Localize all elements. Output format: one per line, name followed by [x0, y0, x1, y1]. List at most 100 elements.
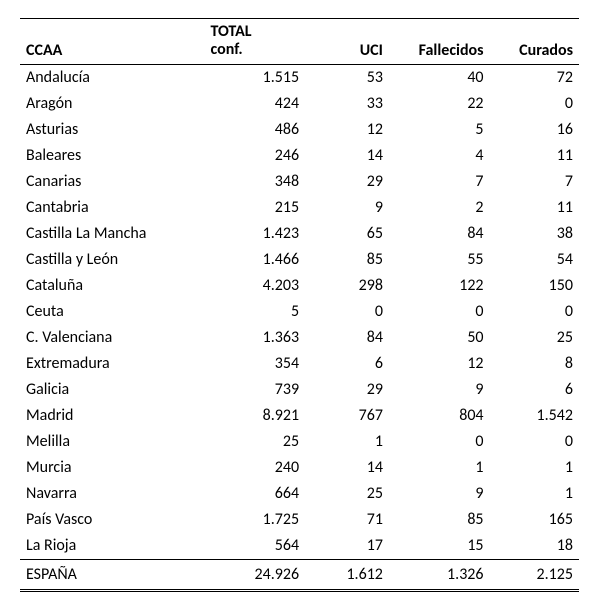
- cell-uci: 298: [305, 273, 389, 299]
- cell-total: 5: [204, 299, 305, 325]
- cell-ccaa: Cantabria: [20, 195, 204, 221]
- cell-ccaa: Andalucía: [20, 64, 204, 91]
- cell-curados: 8: [490, 351, 579, 377]
- cell-curados: 165: [490, 507, 579, 533]
- cell-uci: 25: [305, 481, 389, 507]
- cell-curados: 11: [490, 195, 579, 221]
- cell-total: 1.466: [204, 247, 305, 273]
- cell-curados: 54: [490, 247, 579, 273]
- cell-curados: 38: [490, 221, 579, 247]
- cell-curados: 150: [490, 273, 579, 299]
- cell-fallecidos: 84: [389, 221, 490, 247]
- cell-ccaa: Extremadura: [20, 351, 204, 377]
- cell-total: 215: [204, 195, 305, 221]
- cell-fallecidos: 5: [389, 117, 490, 143]
- cell-curados: 0: [490, 91, 579, 117]
- cell-uci: 85: [305, 247, 389, 273]
- cell-uci: 53: [305, 64, 389, 91]
- cell-total: 739: [204, 377, 305, 403]
- cell-fallecidos: 122: [389, 273, 490, 299]
- cell-uci: 0: [305, 299, 389, 325]
- cell-uci: 17: [305, 533, 389, 560]
- table-row: Galicia7392996: [20, 377, 579, 403]
- cell-fallecidos: 15: [389, 533, 490, 560]
- cell-curados: 7: [490, 169, 579, 195]
- total-cell-curados: 2.125: [490, 559, 579, 590]
- cell-total: 4.203: [204, 273, 305, 299]
- cell-fallecidos: 1: [389, 455, 490, 481]
- cell-total: 564: [204, 533, 305, 560]
- cell-ccaa: Castilla La Mancha: [20, 221, 204, 247]
- cell-uci: 9: [305, 195, 389, 221]
- cell-curados: 16: [490, 117, 579, 143]
- header-curados: Curados: [490, 19, 579, 65]
- cell-curados: 1: [490, 481, 579, 507]
- cell-uci: 14: [305, 143, 389, 169]
- cell-curados: 11: [490, 143, 579, 169]
- cell-uci: 29: [305, 377, 389, 403]
- table-row: País Vasco1.7257185165: [20, 507, 579, 533]
- cell-curados: 18: [490, 533, 579, 560]
- table-row: Asturias48612516: [20, 117, 579, 143]
- table-row: Cantabria2159211: [20, 195, 579, 221]
- cell-curados: 25: [490, 325, 579, 351]
- cell-fallecidos: 0: [389, 429, 490, 455]
- cell-ccaa: La Rioja: [20, 533, 204, 560]
- table-row: Melilla25100: [20, 429, 579, 455]
- table-row: Castilla y León1.466855554: [20, 247, 579, 273]
- table-row: Castilla La Mancha1.423658438: [20, 221, 579, 247]
- total-cell-total: 24.926: [204, 559, 305, 590]
- cell-total: 246: [204, 143, 305, 169]
- cell-ccaa: Galicia: [20, 377, 204, 403]
- cell-ccaa: Castilla y León: [20, 247, 204, 273]
- cell-uci: 767: [305, 403, 389, 429]
- cell-curados: 72: [490, 64, 579, 91]
- cell-total: 348: [204, 169, 305, 195]
- table-row: La Rioja564171518: [20, 533, 579, 560]
- cell-fallecidos: 12: [389, 351, 490, 377]
- cell-fallecidos: 7: [389, 169, 490, 195]
- cell-total: 240: [204, 455, 305, 481]
- cell-uci: 33: [305, 91, 389, 117]
- cell-uci: 65: [305, 221, 389, 247]
- cell-fallecidos: 85: [389, 507, 490, 533]
- cell-uci: 29: [305, 169, 389, 195]
- table-row: Canarias3482977: [20, 169, 579, 195]
- cell-fallecidos: 55: [389, 247, 490, 273]
- table-row: C. Valenciana1.363845025: [20, 325, 579, 351]
- cell-ccaa: Cataluña: [20, 273, 204, 299]
- cell-total: 1.725: [204, 507, 305, 533]
- table-row: Ceuta5000: [20, 299, 579, 325]
- header-total-line2: conf.: [210, 40, 242, 59]
- table-row: Baleares24614411: [20, 143, 579, 169]
- cell-fallecidos: 40: [389, 64, 490, 91]
- cell-total: 25: [204, 429, 305, 455]
- cell-ccaa: Melilla: [20, 429, 204, 455]
- cell-fallecidos: 9: [389, 481, 490, 507]
- table-header: CCAA TOTAL conf. UCI Fallecidos Curados: [20, 19, 579, 65]
- cell-total: 1.515: [204, 64, 305, 91]
- cell-uci: 6: [305, 351, 389, 377]
- table-row: Extremadura3546128: [20, 351, 579, 377]
- table-row: Cataluña4.203298122150: [20, 273, 579, 299]
- cell-total: 1.423: [204, 221, 305, 247]
- cell-curados: 0: [490, 429, 579, 455]
- table-body: Andalucía1.515534072Aragón42433220Asturi…: [20, 64, 579, 590]
- table-row: Aragón42433220: [20, 91, 579, 117]
- cell-fallecidos: 9: [389, 377, 490, 403]
- table-total-row: ESPAÑA24.9261.6121.3262.125: [20, 559, 579, 590]
- cell-curados: 6: [490, 377, 579, 403]
- cell-total: 424: [204, 91, 305, 117]
- cell-total: 8.921: [204, 403, 305, 429]
- cell-fallecidos: 22: [389, 91, 490, 117]
- cell-ccaa: Murcia: [20, 455, 204, 481]
- cell-ccaa: C. Valenciana: [20, 325, 204, 351]
- cell-curados: 1.542: [490, 403, 579, 429]
- header-fallecidos: Fallecidos: [389, 19, 490, 65]
- total-cell-fallecidos: 1.326: [389, 559, 490, 590]
- cell-ccaa: Madrid: [20, 403, 204, 429]
- cell-ccaa: País Vasco: [20, 507, 204, 533]
- table-row: Murcia2401411: [20, 455, 579, 481]
- cell-curados: 0: [490, 299, 579, 325]
- cell-ccaa: Navarra: [20, 481, 204, 507]
